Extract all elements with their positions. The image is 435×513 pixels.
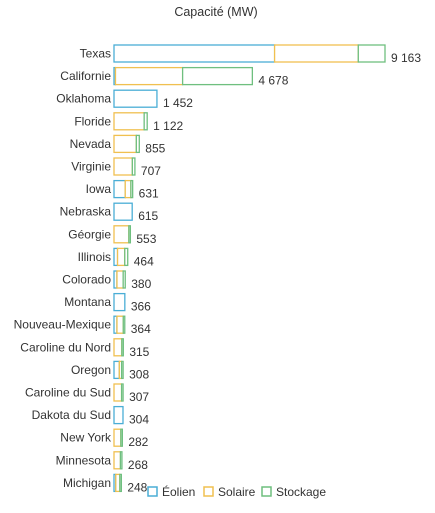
category-label-oregon: Oregon — [71, 363, 111, 377]
bar-dakota-du-sud-eolien — [113, 405, 124, 425]
bar-iowa-eolien — [113, 179, 126, 199]
total-label-iowa: 631 — [139, 187, 159, 201]
category-label-nevada: Nevada — [70, 137, 112, 151]
category-label-georgie: Géorgie — [68, 227, 111, 241]
bar-caroline-du-nord-stockage — [121, 338, 124, 357]
category-label-montana: Montana — [64, 295, 111, 309]
bar-texas-stockage — [357, 44, 386, 63]
bar-floride-solaire — [113, 112, 145, 131]
bar-nouveau-mexique-stockage — [122, 315, 126, 334]
category-label-floride: Floride — [74, 114, 111, 128]
bar-colorado-solaire — [116, 270, 124, 289]
bar-californie-solaire — [114, 66, 184, 86]
total-label-oregon: 308 — [129, 367, 149, 381]
bar-oregon-stockage — [120, 360, 124, 380]
total-label-georgie: 553 — [136, 232, 156, 246]
total-label-caroline-du-sud: 307 — [129, 390, 149, 404]
total-label-oklahoma: 1 452 — [163, 96, 193, 110]
bar-minnesota-solaire — [113, 451, 122, 470]
category-label-illinois: Illinois — [78, 250, 111, 264]
category-label-michigan: Michigan — [63, 476, 111, 490]
bar-caroline-du-sud-stockage — [120, 383, 124, 402]
total-label-new-york: 282 — [128, 435, 148, 449]
total-label-illinois: 464 — [134, 254, 154, 268]
legend-label-stockage: Stockage — [276, 485, 326, 499]
total-label-minnesota: 268 — [128, 458, 148, 472]
bar-illinois-solaire — [116, 247, 126, 267]
bar-minnesota-stockage — [119, 451, 123, 470]
bar-oklahoma-eolien — [113, 89, 158, 108]
category-label-nebraska: Nebraska — [60, 205, 112, 219]
bars-group: Texas 9 163 Californie 4 678 Oklahoma 1 452 Fl… — [14, 44, 421, 494]
bar-georgie-solaire — [113, 225, 130, 244]
bar-oregon-eolien — [113, 360, 120, 380]
category-label-caroline-du-nord: Caroline du Nord — [20, 340, 111, 354]
total-label-nevada: 855 — [145, 141, 165, 155]
bar-caroline-du-nord-solaire — [113, 338, 123, 357]
legend-label-eolien: Éolien — [162, 484, 195, 499]
category-label-texas: Texas — [80, 47, 111, 61]
legend: Éolien Solaire Stockage — [147, 484, 326, 499]
chart-title: Capacité (MW) — [174, 5, 257, 19]
bar-californie-stockage — [181, 66, 254, 86]
bar-virginie-stockage — [131, 157, 136, 176]
total-label-caroline-du-nord: 315 — [129, 345, 149, 359]
category-label-virginie: Virginie — [71, 160, 111, 174]
category-label-californie: Californie — [60, 69, 111, 83]
category-label-minnesota: Minnesota — [56, 453, 112, 467]
bar-nevada-solaire — [113, 134, 137, 154]
bar-new-york-solaire — [113, 428, 122, 447]
category-label-colorado: Colorado — [62, 273, 111, 287]
category-label-dakota-du-sud: Dakota du Sud — [32, 408, 111, 422]
bar-colorado-stockage — [122, 270, 126, 289]
bar-virginie-solaire — [113, 157, 133, 176]
legend-swatch-stockage — [261, 486, 272, 497]
total-label-nouveau-mexique: 364 — [131, 322, 151, 336]
bar-iowa-solaire — [124, 179, 132, 199]
bar-new-york-stockage — [120, 428, 123, 447]
total-label-montana: 366 — [131, 300, 151, 314]
category-label-oklahoma: Oklahoma — [56, 92, 111, 106]
bar-texas-solaire — [273, 44, 359, 63]
bar-illinois-stockage — [124, 247, 129, 267]
bar-nebraska-eolien — [113, 202, 133, 221]
bar-montana-eolien — [113, 292, 126, 312]
total-label-michigan: 248 — [127, 480, 147, 494]
category-label-new-york: New York — [60, 431, 112, 445]
legend-swatch-eolien — [147, 486, 158, 497]
bar-iowa-stockage — [130, 179, 134, 199]
legend-label-solaire: Solaire — [218, 485, 256, 499]
total-label-californie: 4 678 — [258, 74, 288, 88]
bar-texas-eolien — [113, 44, 276, 63]
category-label-iowa: Iowa — [86, 182, 112, 196]
bar-michigan-stockage — [119, 473, 122, 493]
category-label-nouveau-mexique: Nouveau-Mexique — [14, 318, 112, 332]
bar-georgie-stockage — [128, 225, 132, 244]
bar-caroline-du-sud-solaire — [113, 383, 123, 402]
total-label-texas: 9 163 — [391, 51, 421, 65]
bar-nouveau-mexique-solaire — [116, 315, 124, 334]
legend-swatch-solaire — [203, 486, 214, 497]
total-label-nebraska: 615 — [138, 209, 158, 223]
bar-floride-stockage — [143, 112, 148, 131]
total-label-virginie: 707 — [141, 164, 161, 178]
total-label-floride: 1 122 — [153, 119, 183, 133]
bar-nevada-stockage — [135, 134, 140, 154]
total-label-dakota-du-sud: 304 — [129, 413, 149, 427]
total-label-colorado: 380 — [131, 277, 151, 291]
category-label-caroline-du-sud: Caroline du Sud — [25, 386, 111, 400]
